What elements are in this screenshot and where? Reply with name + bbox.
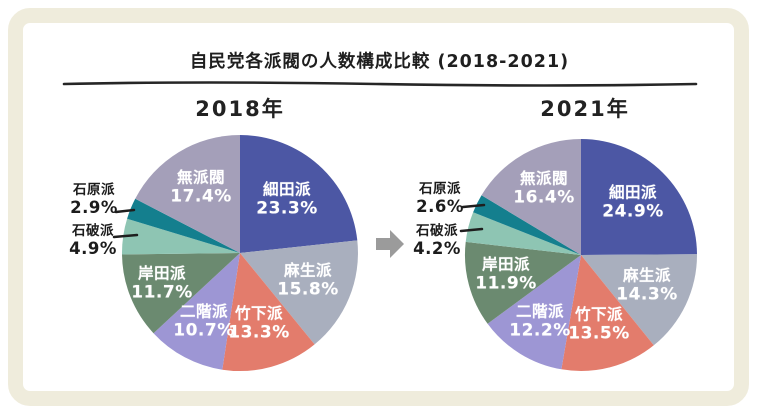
slice-label-麻生派: 麻生派 15.8% bbox=[277, 262, 338, 299]
slice-name: 無派閥 bbox=[519, 169, 569, 188]
slice-percent: 10.7% bbox=[173, 320, 235, 341]
leader-line-石原派 bbox=[114, 208, 136, 214]
slice-percent: 13.3% bbox=[228, 322, 290, 343]
slice-percent: 13.5% bbox=[568, 323, 630, 344]
transition-arrow-icon bbox=[376, 230, 404, 258]
pie-slice-細田派 bbox=[240, 135, 358, 253]
slice-name: 岸田派 bbox=[481, 255, 531, 274]
slice-percent: 2.6% bbox=[416, 196, 464, 216]
chart-title-2018: 2018年 bbox=[195, 97, 285, 121]
slice-label-石原派: 石原派 2.6% bbox=[416, 180, 464, 216]
slice-percent: 2.9% bbox=[70, 197, 118, 217]
slice-name: 二階派 bbox=[179, 302, 229, 321]
slice-label-竹下派: 竹下派 13.5% bbox=[568, 306, 629, 343]
pie-slice-岸田派 bbox=[122, 253, 240, 334]
slice-label-二階派: 二階派 12.2% bbox=[509, 303, 570, 340]
slice-name: 麻生派 bbox=[283, 261, 333, 280]
leader-line-石原派 bbox=[461, 203, 486, 209]
label-leader-lines bbox=[112, 203, 486, 239]
slice-label-無派閥: 無派閥 16.4% bbox=[513, 170, 574, 207]
title-divider-line bbox=[62, 81, 698, 87]
pie-slice-竹下派 bbox=[561, 255, 654, 371]
slice-name: 石破派 bbox=[71, 222, 114, 239]
pie-slice-無派閥 bbox=[481, 139, 581, 255]
pie-slice-麻生派 bbox=[240, 240, 358, 345]
slice-label-岸田派: 岸田派 11.9% bbox=[475, 256, 536, 293]
slice-name: 細田派 bbox=[262, 180, 312, 199]
slice-percent: 24.9% bbox=[602, 201, 664, 222]
pie-slice-石破派 bbox=[465, 212, 581, 255]
slice-name: 竹下派 bbox=[234, 304, 284, 323]
slice-percent: 14.3% bbox=[616, 284, 678, 305]
slice-label-竹下派: 竹下派 13.3% bbox=[228, 305, 289, 342]
slice-label-細田派: 細田派 24.9% bbox=[602, 184, 663, 221]
slice-name: 石原派 bbox=[418, 180, 461, 197]
slice-name: 石原派 bbox=[72, 181, 115, 198]
pie-slice-石原派 bbox=[127, 198, 240, 253]
slice-label-石原派: 石原派 2.9% bbox=[70, 181, 118, 217]
slice-name: 竹下派 bbox=[574, 305, 624, 324]
slice-name: 無派閥 bbox=[176, 168, 226, 187]
pie-slice-岸田派 bbox=[464, 241, 581, 324]
slice-label-無派閥: 無派閥 17.4% bbox=[170, 169, 231, 206]
slice-percent: 17.4% bbox=[170, 186, 232, 207]
slice-label-麻生派: 麻生派 14.3% bbox=[616, 267, 677, 304]
slice-label-岸田派: 岸田派 11.7% bbox=[131, 265, 192, 302]
pie-slice-無派閥 bbox=[135, 135, 240, 253]
leader-line-石破派 bbox=[112, 233, 139, 239]
slice-name: 岸田派 bbox=[137, 264, 187, 283]
slice-percent: 23.3% bbox=[256, 198, 318, 219]
slice-percent: 11.7% bbox=[131, 282, 193, 303]
chart-title-2021: 2021年 bbox=[540, 97, 630, 121]
slice-name: 二階派 bbox=[515, 302, 565, 321]
slice-name: 麻生派 bbox=[622, 266, 672, 285]
pie-slice-麻生派 bbox=[581, 254, 698, 346]
pie-slice-石破派 bbox=[121, 218, 240, 255]
slice-percent: 16.4% bbox=[513, 187, 575, 208]
slice-percent: 4.9% bbox=[69, 238, 117, 258]
slice-name: 石破派 bbox=[415, 222, 458, 239]
pie-charts bbox=[121, 135, 698, 372]
slice-label-二階派: 二階派 10.7% bbox=[173, 303, 234, 340]
slice-label-石破派: 石破派 4.2% bbox=[413, 222, 461, 258]
pie-slice-石原派 bbox=[473, 195, 581, 255]
slice-percent: 4.2% bbox=[413, 238, 461, 258]
pie-slice-二階派 bbox=[487, 255, 581, 370]
page-title: 自民党各派閥の人数構成比較 (2018-2021) bbox=[189, 52, 570, 72]
slice-label-細田派: 細田派 23.3% bbox=[256, 181, 317, 218]
slice-percent: 11.9% bbox=[475, 273, 537, 294]
pie-slice-竹下派 bbox=[222, 253, 315, 372]
pie-slice-細田派 bbox=[581, 139, 697, 255]
slice-name: 細田派 bbox=[608, 183, 658, 202]
pie-slice-二階派 bbox=[153, 253, 240, 370]
slice-percent: 15.8% bbox=[277, 279, 339, 300]
slice-percent: 12.2% bbox=[509, 320, 571, 341]
slice-label-石破派: 石破派 4.9% bbox=[69, 222, 117, 258]
leader-line-石破派 bbox=[459, 227, 484, 233]
